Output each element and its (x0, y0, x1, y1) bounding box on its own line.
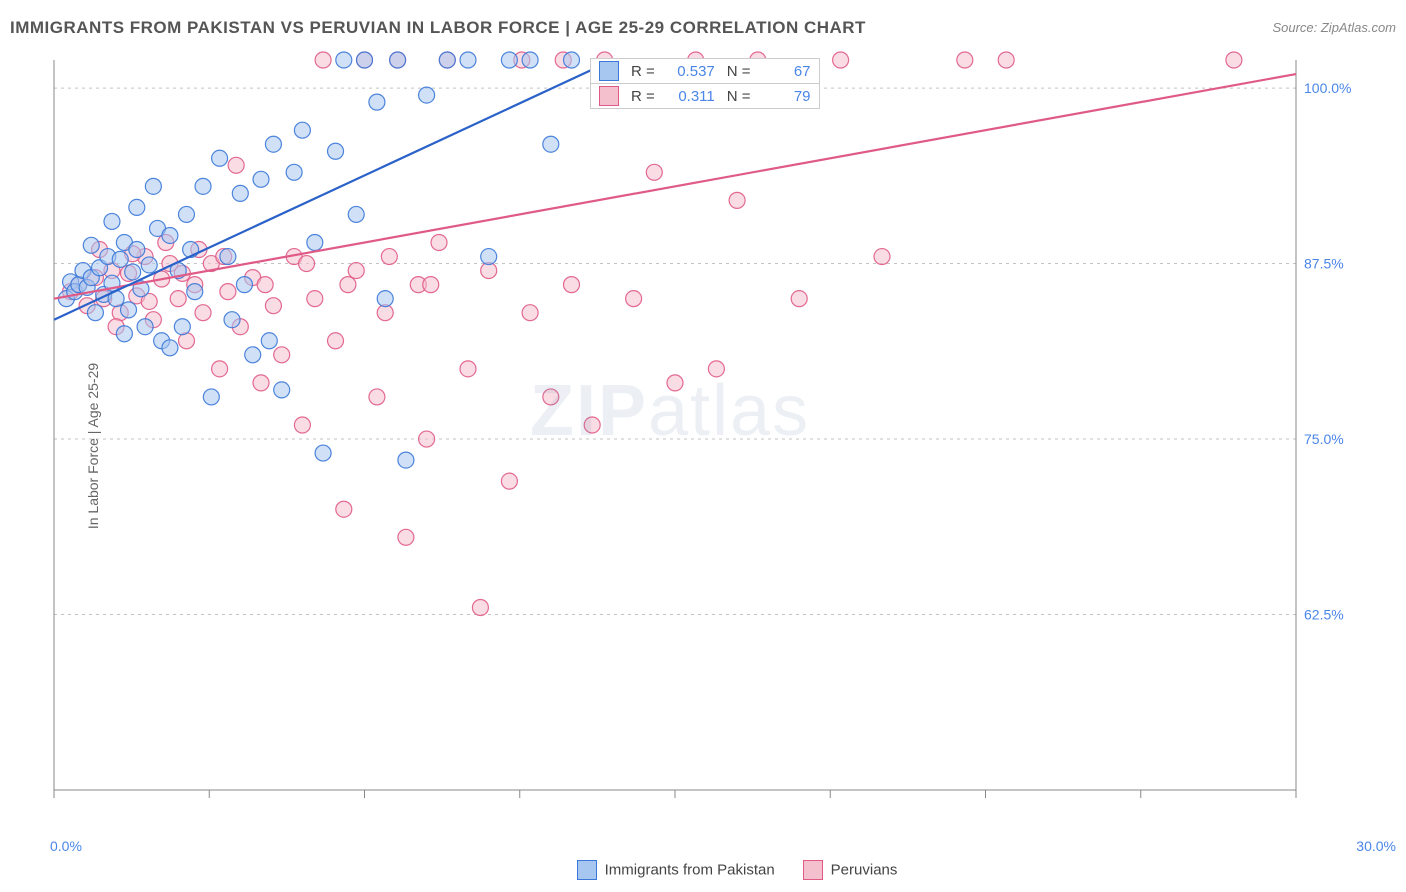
legend-swatch (803, 860, 823, 880)
svg-text:62.5%: 62.5% (1304, 607, 1344, 623)
stats-row: R = 0.311 N = 79 (590, 83, 820, 109)
plot-container: 62.5%75.0%87.5%100.0% ZIPatlas R =0.537N… (50, 50, 1396, 830)
chart-title: IMMIGRANTS FROM PAKISTAN VS PERUVIAN IN … (10, 18, 866, 37)
stat-n-value: 79 (763, 88, 811, 105)
x-axis-min-label: 0.0% (50, 838, 82, 854)
stat-r-value: 0.537 (667, 63, 715, 80)
legend-bottom: Immigrants from Pakistan Peruvians (50, 860, 1396, 880)
legend-label: Immigrants from Pakistan (605, 862, 775, 879)
stat-r-value: 0.311 (667, 88, 715, 105)
series-swatch (599, 61, 619, 81)
svg-text:100.0%: 100.0% (1304, 80, 1351, 96)
stat-r-label: R = (631, 63, 655, 80)
x-axis-max-label: 30.0% (1356, 838, 1396, 854)
stat-n-value: 67 (763, 63, 811, 80)
chart-source: Source: ZipAtlas.com (1272, 20, 1396, 35)
legend-label: Peruvians (831, 862, 898, 879)
stats-row: R = 0.537 N = 67 (590, 58, 820, 84)
stat-r-label: R = (631, 88, 655, 105)
svg-text:75.0%: 75.0% (1304, 431, 1344, 447)
stats-box: R = 0.537 N = 67 R = 0.311 N = 79 (590, 58, 820, 108)
legend-swatch (577, 860, 597, 880)
stat-n-label: N = (727, 63, 751, 80)
svg-text:87.5%: 87.5% (1304, 256, 1344, 272)
series-swatch (599, 86, 619, 106)
y-axis-label: In Labor Force | Age 25-29 (85, 363, 101, 529)
stat-n-label: N = (727, 88, 751, 105)
scatter-plot: 62.5% 75.0% 87.5% 100.0% (50, 50, 1356, 820)
chart-header: IMMIGRANTS FROM PAKISTAN VS PERUVIAN IN … (10, 18, 1396, 48)
